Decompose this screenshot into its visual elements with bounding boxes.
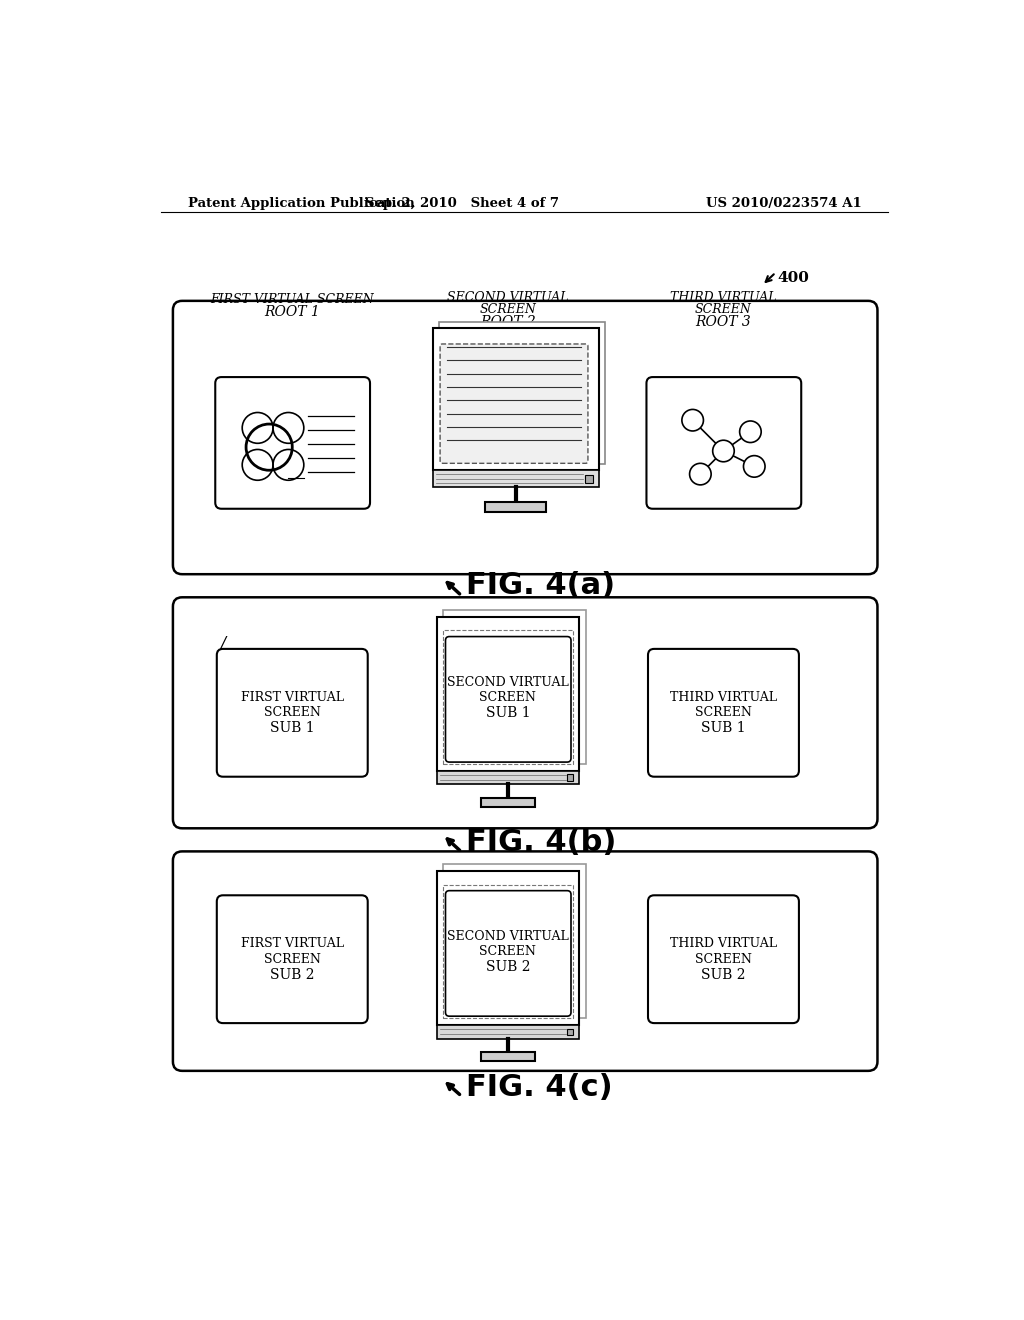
- FancyBboxPatch shape: [215, 378, 370, 508]
- FancyBboxPatch shape: [217, 649, 368, 776]
- FancyBboxPatch shape: [439, 322, 605, 465]
- Text: SCREEN: SCREEN: [264, 953, 321, 966]
- Text: THIRD VIRTUAL: THIRD VIRTUAL: [670, 690, 777, 704]
- Text: FIG. 4(a): FIG. 4(a): [466, 572, 614, 601]
- Text: SECOND VIRTUAL: SECOND VIRTUAL: [447, 290, 568, 304]
- Text: SUB 2: SUB 2: [485, 960, 530, 974]
- FancyBboxPatch shape: [567, 775, 573, 780]
- Circle shape: [713, 441, 734, 462]
- Text: FIG. 4(b): FIG. 4(b): [466, 828, 615, 857]
- Text: THIRD VIRTUAL: THIRD VIRTUAL: [670, 937, 777, 950]
- Text: SUB 2: SUB 2: [701, 968, 745, 982]
- FancyBboxPatch shape: [437, 616, 580, 771]
- Text: SECOND VIRTUAL: SECOND VIRTUAL: [447, 929, 568, 942]
- FancyBboxPatch shape: [437, 1024, 580, 1039]
- FancyBboxPatch shape: [437, 771, 580, 784]
- FancyBboxPatch shape: [648, 895, 799, 1023]
- FancyBboxPatch shape: [445, 636, 571, 762]
- Text: SUB 1: SUB 1: [485, 706, 530, 719]
- FancyBboxPatch shape: [440, 345, 588, 463]
- Text: Sep. 2, 2010   Sheet 4 of 7: Sep. 2, 2010 Sheet 4 of 7: [365, 197, 559, 210]
- Text: ROOT 3: ROOT 3: [695, 315, 752, 330]
- Text: SCREEN: SCREEN: [695, 953, 752, 966]
- Text: SCREEN: SCREEN: [479, 945, 537, 958]
- Text: SUB 1: SUB 1: [701, 721, 745, 735]
- FancyBboxPatch shape: [585, 475, 593, 483]
- Text: SCREEN: SCREEN: [695, 304, 752, 317]
- Circle shape: [739, 421, 761, 442]
- Text: SCREEN: SCREEN: [479, 690, 537, 704]
- FancyBboxPatch shape: [567, 1028, 573, 1035]
- Circle shape: [682, 409, 703, 430]
- Text: FIRST VIRTUAL: FIRST VIRTUAL: [241, 690, 344, 704]
- Text: ROOT 1: ROOT 1: [264, 305, 321, 319]
- Circle shape: [743, 455, 765, 478]
- FancyBboxPatch shape: [433, 327, 599, 470]
- FancyBboxPatch shape: [217, 895, 368, 1023]
- FancyBboxPatch shape: [646, 378, 801, 508]
- Text: SUB 2: SUB 2: [270, 968, 314, 982]
- FancyBboxPatch shape: [648, 649, 799, 776]
- Text: FIRST VIRTUAL SCREEN: FIRST VIRTUAL SCREEN: [210, 293, 374, 306]
- FancyBboxPatch shape: [481, 799, 535, 807]
- FancyBboxPatch shape: [445, 891, 571, 1016]
- Text: SECOND VIRTUAL: SECOND VIRTUAL: [447, 676, 568, 689]
- Text: THIRD VIRTUAL: THIRD VIRTUAL: [671, 290, 777, 304]
- FancyBboxPatch shape: [484, 502, 547, 512]
- Text: SCREEN: SCREEN: [695, 706, 752, 719]
- FancyBboxPatch shape: [443, 865, 586, 1019]
- Text: 400: 400: [777, 271, 809, 285]
- Text: SUB 1: SUB 1: [270, 721, 314, 735]
- Text: SCREEN: SCREEN: [479, 304, 537, 317]
- Text: ROOT 2: ROOT 2: [480, 315, 536, 330]
- Text: US 2010/0223574 A1: US 2010/0223574 A1: [707, 197, 862, 210]
- FancyBboxPatch shape: [433, 470, 599, 487]
- FancyBboxPatch shape: [481, 1052, 535, 1061]
- FancyBboxPatch shape: [437, 871, 580, 1024]
- Text: SCREEN: SCREEN: [264, 706, 321, 719]
- Text: Patent Application Publication: Patent Application Publication: [188, 197, 415, 210]
- Text: /: /: [220, 636, 225, 651]
- Circle shape: [689, 463, 711, 484]
- FancyBboxPatch shape: [443, 610, 586, 764]
- Text: FIRST VIRTUAL: FIRST VIRTUAL: [241, 937, 344, 950]
- Text: FIG. 4(c): FIG. 4(c): [466, 1073, 612, 1102]
